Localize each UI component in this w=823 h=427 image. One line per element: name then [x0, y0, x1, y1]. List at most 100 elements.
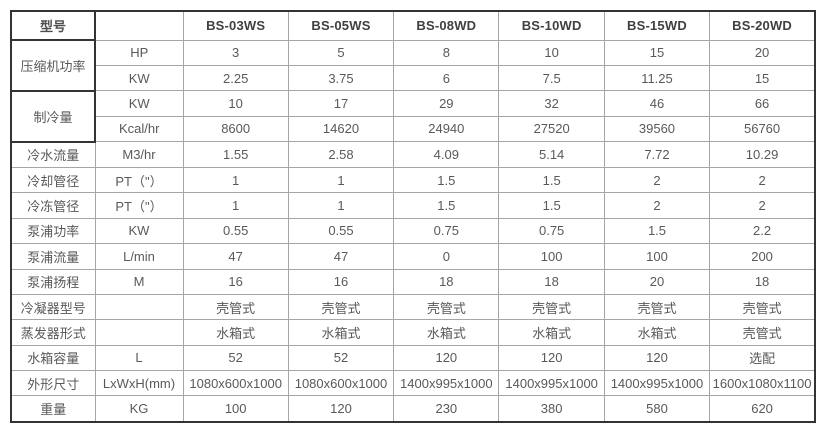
- value-cell: 水箱式: [287, 319, 395, 346]
- value-cell: 18: [498, 268, 605, 295]
- value-cell: 16: [287, 268, 395, 295]
- table-row: 泵浦功率 KW 0.55 0.55 0.75 0.75 1.5 2.2: [10, 217, 816, 245]
- value-cell: 1: [287, 192, 395, 219]
- value-cell: 3: [182, 39, 289, 66]
- value-cell: 32: [498, 90, 605, 117]
- value-cell: 壳管式: [603, 293, 711, 321]
- value-cell: 11.25: [603, 64, 711, 92]
- value-cell: 8600: [182, 115, 289, 143]
- value-cell: 1.5: [393, 192, 500, 219]
- value-cell: 2.25: [182, 64, 289, 92]
- value-cell: 5.14: [498, 141, 605, 168]
- value-cell: 壳管式: [709, 293, 816, 321]
- value-cell: 壳管式: [709, 319, 816, 346]
- unit-cell: [94, 293, 184, 321]
- value-cell: 2: [603, 166, 711, 194]
- value-cell: 29: [393, 90, 500, 117]
- unit-cell: KW: [94, 64, 184, 92]
- value-cell: 120: [498, 344, 605, 372]
- header-model-label-cell: 型号: [10, 10, 96, 41]
- header-unit-cell: [94, 10, 184, 41]
- table-row: 水箱容量 L 52 52 120 120 120 选配: [10, 344, 816, 372]
- table-row: 冷凝器型号 壳管式 壳管式 壳管式 壳管式 壳管式 壳管式: [10, 293, 816, 321]
- table-row: 冷却管径 PT（"） 1 1 1.5 1.5 2 2: [10, 166, 816, 194]
- value-cell: 230: [393, 395, 500, 423]
- value-cell: 壳管式: [498, 293, 605, 321]
- value-cell: 6: [393, 64, 500, 92]
- value-cell: 27520: [498, 115, 605, 143]
- value-cell: 15: [603, 39, 711, 66]
- value-cell: 1400x995x1000: [498, 370, 605, 397]
- value-cell: 100: [498, 243, 605, 270]
- unit-cell: L: [94, 344, 184, 372]
- unit-cell: M: [94, 268, 184, 295]
- value-cell: 52: [287, 344, 395, 372]
- value-cell: 100: [182, 395, 289, 423]
- value-cell: 24940: [393, 115, 500, 143]
- spec-table-head-row: 型号 BS-03WS BS-05WS BS-08WD BS-10WD BS-15WD BS-…: [10, 10, 816, 41]
- unit-cell: LxWxH(mm): [94, 370, 184, 397]
- value-cell: 7.72: [603, 141, 711, 168]
- value-cell: 水箱式: [393, 319, 500, 346]
- value-cell: 3.75: [287, 64, 395, 92]
- value-cell: 200: [709, 243, 816, 270]
- value-cell: 380: [498, 395, 605, 423]
- value-cell: 水箱式: [182, 319, 289, 346]
- row-label-cell: 冷水流量: [10, 141, 96, 168]
- row-label-cell: 泵浦流量: [10, 243, 96, 270]
- value-cell: 1.5: [393, 166, 500, 194]
- row-label-cell: 泵浦功率: [10, 217, 96, 245]
- value-cell: 壳管式: [393, 293, 500, 321]
- value-cell: 1080x600x1000: [287, 370, 395, 397]
- value-cell: 1.5: [603, 217, 711, 245]
- value-cell: 18: [709, 268, 816, 295]
- value-cell: 0.75: [498, 217, 605, 245]
- value-cell: 10: [182, 90, 289, 117]
- row-label-cell: 压缩机功率: [10, 39, 96, 92]
- value-cell: 0: [393, 243, 500, 270]
- table-row: 压缩机功率 HP 3 5 8 10 15 20: [10, 39, 816, 92]
- row-label-cell: 制冷量: [10, 89, 96, 143]
- value-cell: 1400x995x1000: [603, 370, 711, 397]
- value-cell: 580: [603, 395, 711, 423]
- unit-cell: L/min: [94, 243, 184, 270]
- value-cell: 水箱式: [498, 319, 605, 346]
- value-cell: 水箱式: [603, 319, 711, 346]
- value-cell: 10: [498, 39, 605, 66]
- value-cell: 66: [709, 90, 816, 117]
- value-cell: 2.58: [287, 141, 395, 168]
- unit-cell: KW: [94, 90, 184, 117]
- value-cell: 选配: [709, 344, 816, 372]
- spec-table-body: 压缩机功率 HP 3 5 8 10 15 20 KW 2.25 3.75 6 7.5 11.25 15 制冷量…: [10, 39, 816, 423]
- unit-cell: KG: [94, 395, 184, 423]
- unit-cell: HP: [94, 39, 184, 66]
- value-cell: 14620: [287, 115, 395, 143]
- value-cell: 2: [709, 192, 816, 219]
- value-cell: 1600x1080x1100: [709, 370, 816, 397]
- header-model-cell: BS-03WS: [182, 10, 289, 41]
- table-row: 重量 KG 100 120 230 380 580 620: [10, 395, 816, 423]
- value-cell: 46: [603, 90, 711, 117]
- value-cell: 10.29: [709, 141, 816, 168]
- table-row: 冷水流量 M3/hr 1.55 2.58 4.09 5.14 7.72 10.29: [10, 141, 816, 168]
- value-cell: 39560: [603, 115, 711, 143]
- value-cell: 20: [603, 268, 711, 295]
- value-cell: 0.55: [182, 217, 289, 245]
- value-cell: 1: [182, 192, 289, 219]
- value-cell: 7.5: [498, 64, 605, 92]
- header-model-cell: BS-08WD: [393, 10, 500, 41]
- unit-cell: PT（"）: [94, 166, 184, 194]
- value-cell: 52: [182, 344, 289, 372]
- table-row: 制冷量 KW 10 17 29 32 46 66: [10, 89, 816, 143]
- table-row: 蒸发器形式 水箱式 水箱式 水箱式 水箱式 水箱式 壳管式: [10, 319, 816, 346]
- table-row: 泵浦扬程 M 16 16 18 18 20 18: [10, 268, 816, 295]
- row-label-cell: 蒸发器形式: [10, 319, 96, 346]
- unit-cell: [94, 319, 184, 346]
- value-cell: 壳管式: [287, 293, 395, 321]
- value-cell: 18: [393, 268, 500, 295]
- value-cell: 1.5: [498, 166, 605, 194]
- value-cell: 1.55: [182, 141, 289, 168]
- unit-cell: PT（"）: [94, 192, 184, 219]
- unit-cell: M3/hr: [94, 141, 184, 168]
- value-cell: 100: [603, 243, 711, 270]
